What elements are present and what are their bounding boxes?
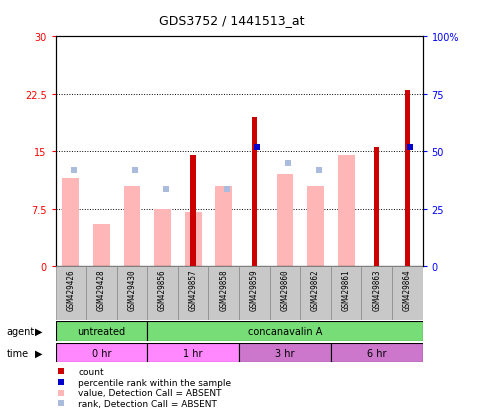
Bar [190,156,196,266]
Bar [277,175,293,266]
Bar [374,148,380,266]
Bar [178,266,209,320]
Text: 0 hr: 0 hr [92,348,111,358]
Bar [392,266,423,320]
Bar [215,186,232,266]
Bar [86,266,117,320]
Text: time: time [6,348,28,358]
Bar [239,343,331,363]
Bar [93,224,110,266]
Bar [147,343,239,363]
Text: 1 hr: 1 hr [184,348,203,358]
Bar [62,178,79,266]
Bar [300,266,331,320]
Bar [124,186,141,266]
Text: GSM429426: GSM429426 [66,269,75,311]
Text: GSM429430: GSM429430 [128,269,137,311]
Bar [307,186,324,266]
Bar [239,266,270,320]
Bar [331,343,423,363]
Text: percentile rank within the sample: percentile rank within the sample [78,377,231,387]
Text: count: count [78,367,104,376]
Text: agent: agent [6,326,34,336]
Bar [56,266,86,320]
Bar [56,321,147,341]
Bar [185,213,201,266]
Text: value, Detection Call = ABSENT: value, Detection Call = ABSENT [78,388,222,397]
Text: GSM429863: GSM429863 [372,269,381,311]
Text: ▶: ▶ [35,326,43,336]
Text: GSM429856: GSM429856 [158,269,167,311]
Text: GSM429861: GSM429861 [341,269,351,311]
Text: GDS3752 / 1441513_at: GDS3752 / 1441513_at [159,14,305,27]
Text: GSM429857: GSM429857 [189,269,198,311]
Bar [56,343,147,363]
Text: GSM429428: GSM429428 [97,269,106,311]
Text: GSM429862: GSM429862 [311,269,320,311]
Bar [405,91,410,266]
Bar [209,266,239,320]
Text: GSM429858: GSM429858 [219,269,228,311]
Text: ▶: ▶ [35,348,43,358]
Text: rank, Detection Call = ABSENT: rank, Detection Call = ABSENT [78,399,217,408]
Bar [331,266,361,320]
Text: untreated: untreated [77,326,126,336]
Bar [154,209,171,266]
Text: GSM429860: GSM429860 [281,269,289,311]
Text: GSM429864: GSM429864 [403,269,412,311]
Text: 6 hr: 6 hr [367,348,386,358]
Text: GSM429859: GSM429859 [250,269,259,311]
Bar [338,156,355,266]
Bar [252,117,257,266]
Text: 3 hr: 3 hr [275,348,295,358]
Bar [147,266,178,320]
Bar [147,321,423,341]
Bar [117,266,147,320]
Bar [270,266,300,320]
Text: concanavalin A: concanavalin A [248,326,322,336]
Bar [361,266,392,320]
